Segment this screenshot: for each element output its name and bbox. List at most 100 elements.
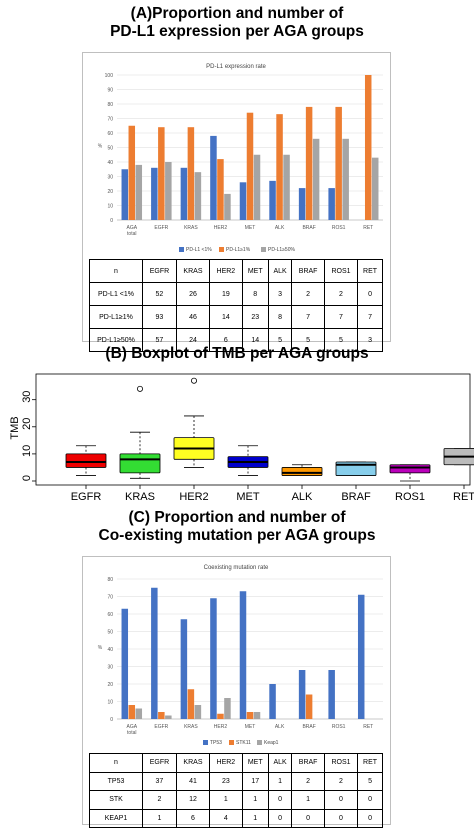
bar-pdl150-alk (283, 154, 290, 220)
y-tick-label: 40 (107, 647, 113, 653)
table-cell: 0 (357, 808, 383, 828)
table-cell: 0 (357, 282, 383, 306)
y-tick-label: 80 (107, 102, 113, 108)
bar-tp53-alk (269, 684, 276, 719)
table-cell: 0 (267, 808, 293, 828)
table-row: PD-L1 <1% 52 26 19 8 3 2 2 0 (89, 282, 383, 306)
table-cell: 57 (142, 328, 177, 352)
bar-pdl150-aga (135, 164, 143, 220)
y-tick-label: 90 (107, 88, 113, 94)
table-header-cell: ROS1 (323, 259, 359, 283)
y-tick-label: 10 (107, 700, 113, 706)
x-tick-label: MET (236, 491, 260, 503)
table-cell: 52 (142, 282, 177, 306)
bar-pdl11-ret (364, 75, 372, 220)
table-row: PD-L1≥1% 93 46 14 23 8 7 7 7 (89, 305, 383, 329)
table-cell: 24 (175, 328, 211, 352)
table-cell: 23 (241, 305, 269, 329)
x-tick-label: EGFR (154, 724, 168, 730)
table-header-cell: RET (357, 753, 383, 773)
bar-pdl11-alk (276, 114, 283, 220)
y-tick-label: 10 (21, 445, 33, 457)
legend-label: PD-L1≥50% (268, 247, 295, 253)
y-tick-label: 60 (107, 131, 113, 137)
x-tick-label: AGA total (126, 225, 137, 237)
table-cell: 2 (323, 771, 359, 791)
bar-pdl11-braf (305, 106, 313, 220)
x-tick-label: MET (245, 724, 256, 730)
bar-pdl11-aga (128, 125, 136, 220)
table-header-cell: ALK (267, 753, 293, 773)
bar-pdl150-egfr (165, 162, 172, 220)
x-tick-label: BRAF (302, 225, 315, 231)
bar-pdl11-egfr (158, 127, 165, 220)
y-tick-label: 10 (107, 204, 113, 210)
y-tick-label: 30 (21, 391, 33, 403)
table-cell: 2 (291, 282, 325, 306)
y-axis-label: % (98, 645, 103, 651)
legend-label: STK11 (236, 740, 251, 746)
bar-stk11-egfr (158, 712, 165, 719)
bar-tp53-braf (298, 670, 306, 719)
table-header-cell: MET (241, 753, 269, 773)
legend-swatch (179, 247, 184, 252)
bar-pdl150-met (253, 154, 261, 220)
chart-title: PD-L1 expression rate (206, 64, 266, 70)
bar-pdl11-braf (298, 188, 306, 220)
x-tick-label: BRAF (341, 491, 371, 503)
x-tick-label: BRAF (302, 724, 315, 730)
y-tick-label: 0 (21, 475, 33, 481)
x-tick-label: RET (363, 225, 373, 231)
table-cell: 0 (323, 808, 359, 828)
table-cell: 37 (142, 771, 177, 791)
panel-coexisting: Coexisting mutation rate 0 10 20 30 40 50 60 70 8… (82, 556, 391, 828)
legend-swatch (257, 740, 262, 745)
box-ros1 (389, 464, 431, 474)
table-cell: 5 (291, 328, 325, 352)
table-cell: 1 (241, 790, 269, 810)
table-cell: 14 (209, 305, 243, 329)
table-row: PD-L1≥50% 57 24 6 14 5 5 5 3 (89, 328, 383, 352)
table-header-cell: BRAF (291, 259, 325, 283)
heading-a-line2: PD-L1 expression per AGA groups (110, 23, 364, 40)
table-header-cell: ALK (267, 259, 293, 283)
table-cell: 7 (357, 305, 383, 329)
x-tick-label: HER2 (179, 491, 208, 503)
table-cell: 1 (267, 771, 293, 791)
table-cell: 12 (175, 790, 211, 810)
bar-pdl11-her2 (210, 135, 217, 220)
box-egfr (65, 453, 107, 468)
bar-pdl150-ret (371, 157, 379, 220)
y-tick-label: 0 (110, 717, 113, 723)
table-cell: 2 (291, 771, 325, 791)
table-cell: 0 (291, 808, 325, 828)
table-cell: 1 (142, 808, 177, 828)
legend-label: TP53 (210, 740, 222, 746)
table-cell: PD-L1≥50% (89, 328, 143, 352)
y-tick-label: 20 (107, 189, 113, 195)
bar-pdl11-alk (269, 180, 276, 220)
x-tick-label: HER2 (214, 225, 228, 231)
table-cell: 19 (209, 282, 243, 306)
chart-title: Coexisting mutation rate (204, 565, 269, 571)
table-header-cell: EGFR (142, 259, 177, 283)
bar-keap1-met (253, 712, 261, 719)
bar-tp53-egfr (151, 587, 158, 719)
x-tick-label: MET (245, 225, 256, 231)
table-cell: 23 (209, 771, 243, 791)
table-header-cell: MET (241, 259, 269, 283)
bar-pdl150-ros1 (342, 138, 349, 220)
bar-pdl11-met (239, 182, 247, 220)
table-cell: 2 (323, 282, 359, 306)
table-cell: 0 (267, 790, 293, 810)
y-tick-label: 70 (107, 117, 113, 123)
table-row: TP53 37 41 23 17 1 2 2 5 (89, 771, 383, 791)
x-tick-label: KRAS (125, 491, 155, 503)
y-tick-label: 60 (107, 612, 113, 618)
bar-stk11-her2 (217, 713, 224, 719)
bar-pdl11-ros1 (335, 106, 342, 220)
legend-swatch (219, 247, 224, 252)
legend-label: PD-L1≥1% (226, 247, 251, 253)
table-header-cell: ROS1 (323, 753, 359, 773)
bar-pdl11-met (246, 112, 254, 220)
